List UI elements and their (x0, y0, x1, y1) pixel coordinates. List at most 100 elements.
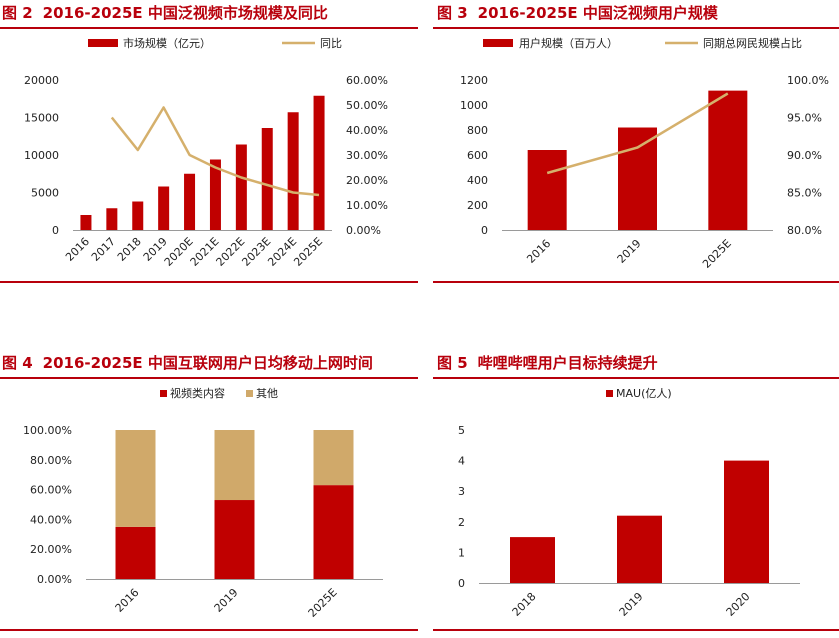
x-tick-label: 2025E (306, 586, 340, 620)
figure-4-label: 图 4 (2, 354, 33, 372)
bar (617, 515, 662, 583)
bar (106, 208, 118, 230)
y2-tick-label: 20.00% (346, 174, 388, 187)
bar (708, 90, 748, 230)
figure-4-bottom-rule (0, 629, 418, 631)
y2-tick-label: 10.00% (346, 199, 388, 212)
x-tick-label: 2016 (63, 235, 92, 264)
bar (209, 159, 221, 230)
legend-mau-swatch (606, 390, 613, 397)
bar (287, 112, 299, 230)
figure-4-title: 图 4 2016-2025E 中国互联网用户日均移动上网时间 (2, 350, 383, 376)
y2-tick-label: 0.00% (346, 224, 381, 237)
y2-tick-label: 30.00% (346, 149, 388, 162)
x-tick-label: 2025E (700, 237, 734, 271)
x-tick-label: 2018 (510, 590, 539, 619)
figure-2-bottom-rule (0, 281, 418, 283)
y-tick-label: 80.00% (30, 454, 72, 467)
y-tick-label: 1200 (460, 74, 488, 87)
legend-mau-label: MAU(亿人) (616, 387, 672, 400)
x-tick-label: 2017 (89, 235, 118, 264)
legend-bar-swatch (88, 39, 118, 47)
x-tick-label: 2025E (291, 235, 325, 269)
figure-3-label: 图 3 (437, 4, 468, 22)
figure-4-chart: 视频类内容 其他 0.00% 20.00% 40.00% 60.00% 80.00% 10… (23, 386, 383, 620)
y2-tick-label: 95.0% (787, 112, 822, 125)
bar (724, 460, 769, 583)
y2-tick-label: 80.0% (787, 224, 822, 237)
figure-2-label: 图 2 (2, 4, 33, 22)
figure-3-bottom-rule (433, 281, 839, 283)
bar-segment-video (313, 485, 354, 579)
y-tick-label: 0.00% (37, 573, 72, 586)
bar-segment-other (115, 430, 156, 527)
figure-3-title-text: 2016-2025E 中国泛视频用户规模 (477, 4, 718, 22)
bar (527, 150, 567, 230)
figure-5-title-text: 哔哩哔哩用户目标持续提升 (477, 354, 658, 372)
figure-2-chart: 市场规模（亿元） 同比 0 5000 10000 15000 20000 0.00% 10.… (24, 36, 388, 269)
figure-5-panel: 图 5 哔哩哔哩用户目标持续提升 MAU(亿人) 0 1 2 3 4 5 2018 2019 20… (433, 350, 839, 638)
figure-5-title: 图 5 哔哩哔哩用户目标持续提升 (437, 350, 668, 376)
x-tick-label: 2016 (524, 237, 553, 266)
legend-line-label: 同期总网民规模占比 (703, 36, 802, 50)
legend-bar-label: 市场规模（亿元） (123, 36, 211, 50)
figure-2-panel: 图 2 2016-2025E 中国泛视频市场规模及同比 市场规模（亿元） 同比 0… (0, 0, 420, 285)
y-tick-label: 1000 (460, 99, 488, 112)
y-tick-label: 10000 (24, 149, 59, 162)
line-series (546, 92, 729, 175)
y2-tick-label: 85.0% (787, 187, 822, 200)
figure-5-chart: MAU(亿人) 0 1 2 3 4 5 2018 2019 2020 (458, 387, 800, 619)
figure-5-title-rule (433, 377, 839, 379)
bar (184, 173, 196, 230)
figure-3-title-rule (433, 27, 839, 29)
bar (235, 144, 247, 230)
x-tick-label: 2019 (212, 586, 241, 615)
y-tick-label: 40.00% (30, 513, 72, 526)
x-tick-label: 2019 (615, 237, 644, 266)
y-tick-label: 4 (458, 455, 465, 468)
bar (158, 186, 170, 230)
figure-4-title-text: 2016-2025E 中国互联网用户日均移动上网时间 (42, 354, 373, 372)
bar (618, 127, 657, 230)
y2-tick-label: 90.0% (787, 149, 822, 162)
figure-2-title-text: 2016-2025E 中国泛视频市场规模及同比 (42, 4, 328, 22)
x-tick-label: 2016 (113, 586, 142, 615)
y-tick-label: 200 (467, 199, 488, 212)
y-tick-label: 2 (458, 516, 465, 529)
y-tick-label: 600 (467, 149, 488, 162)
y-tick-label: 400 (467, 174, 488, 187)
y-tick-label: 5 (458, 424, 465, 437)
y-tick-label: 800 (467, 124, 488, 137)
y-tick-label: 0 (458, 577, 465, 590)
legend-bar-label: 用户规模（百万人） (519, 36, 618, 50)
bar (510, 537, 555, 583)
y2-tick-label: 40.00% (346, 124, 388, 137)
legend-other-swatch (246, 390, 253, 397)
line-series (110, 106, 320, 197)
y-tick-label: 0 (481, 224, 488, 237)
figure-5-bottom-rule (433, 629, 839, 631)
legend-video-label: 视频类内容 (170, 386, 225, 400)
y-tick-label: 3 (458, 485, 465, 498)
y-tick-label: 20.00% (30, 543, 72, 556)
y-tick-label: 100.00% (23, 424, 72, 437)
x-tick-label: 2020 (724, 590, 753, 619)
figure-3-panel: 图 3 2016-2025E 中国泛视频用户规模 用户规模（百万人） 同期总网民规… (433, 0, 839, 285)
x-tick-label: 2019 (617, 590, 646, 619)
figure-4-panel: 图 4 2016-2025E 中国互联网用户日均移动上网时间 视频类内容 其他 0… (0, 350, 420, 638)
bar-segment-other (214, 430, 255, 501)
bar-segment-other (313, 430, 354, 486)
y-tick-label: 60.00% (30, 484, 72, 497)
figure-3-title: 图 3 2016-2025E 中国泛视频用户规模 (437, 0, 728, 26)
legend-other-label: 其他 (256, 387, 278, 400)
legend-video-swatch (160, 390, 167, 397)
y-tick-label: 0 (52, 224, 59, 237)
figure-2-title: 图 2 2016-2025E 中国泛视频市场规模及同比 (2, 0, 338, 26)
y-tick-label: 5000 (31, 187, 59, 200)
figure-2-title-rule (0, 27, 418, 29)
bar (132, 201, 144, 230)
figure-5-label: 图 5 (437, 354, 468, 372)
legend-line-label: 同比 (320, 37, 342, 50)
legend-bar-swatch (483, 39, 513, 47)
y2-tick-label: 60.00% (346, 74, 388, 87)
